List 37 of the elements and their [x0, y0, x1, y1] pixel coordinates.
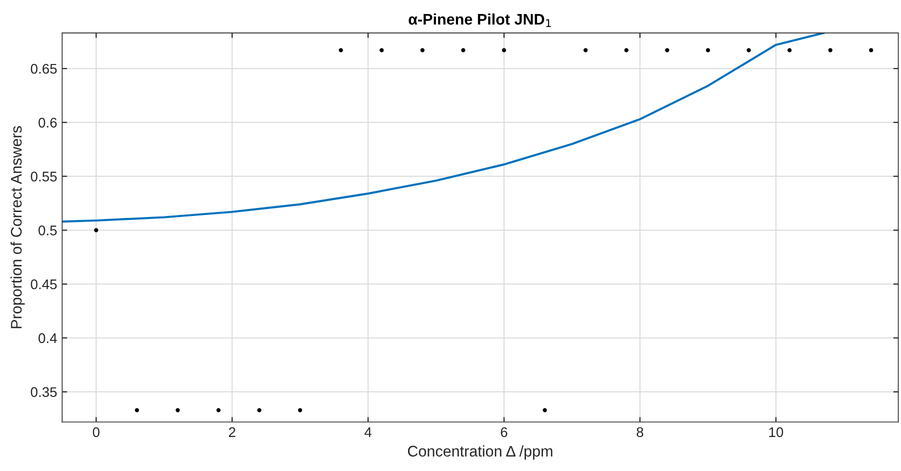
x-tick-label: 6	[500, 427, 508, 438]
x-axis-title: Concentration Δ /ppm	[408, 445, 552, 460]
point	[338, 48, 343, 52]
point	[665, 48, 670, 52]
point	[176, 408, 180, 412]
x-tick-label: 4	[364, 427, 372, 437]
x-tick-label: 10	[769, 427, 784, 438]
point	[380, 48, 384, 52]
y-tick-label: 0.65	[30, 64, 57, 74]
y-tick-label: 0.5	[38, 226, 57, 236]
point	[828, 48, 832, 52]
x-tick-label: 2	[228, 427, 236, 437]
point	[869, 48, 874, 52]
point	[624, 48, 628, 52]
point	[298, 408, 302, 412]
point	[461, 48, 466, 52]
chart-title: α-Pinene Pilot JND$_{1}$	[408, 13, 551, 28]
y-tick-label: 0.4	[38, 333, 57, 344]
point	[94, 228, 98, 232]
point	[584, 48, 588, 52]
point	[787, 48, 792, 52]
point	[216, 408, 221, 412]
point	[502, 48, 506, 52]
y-axis-title: Proportion of Correct Answers	[10, 126, 25, 328]
y-tick-label: 0.35	[30, 387, 57, 398]
x-tick-label: 0	[92, 427, 100, 438]
line-series	[62, 32, 825, 223]
y-tick-label: 0.6	[38, 118, 57, 128]
y-tick-label: 0.45	[30, 279, 57, 290]
x-tick-label: 8	[636, 427, 644, 438]
point	[134, 408, 140, 412]
point	[420, 48, 425, 52]
point	[542, 408, 547, 412]
point	[257, 408, 262, 412]
y-tick-label: 0.55	[30, 172, 57, 182]
point	[706, 48, 710, 52]
point	[746, 48, 751, 52]
